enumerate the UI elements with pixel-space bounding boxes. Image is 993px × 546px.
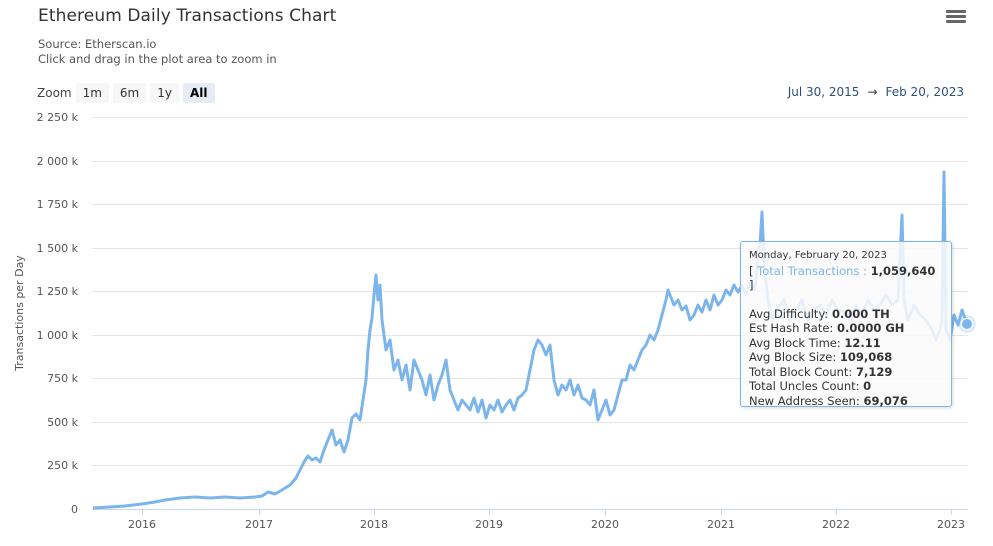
zoom-hint: Click and drag in the plot area to zoom … (38, 52, 277, 66)
tooltip-row-uncles: Total Uncles Count: 0 (749, 379, 872, 393)
range-to-input[interactable]: Feb 20, 2023 (885, 85, 965, 99)
y-axis-title: Transactions per Day (13, 255, 26, 372)
x-tick-label: 2021 (707, 518, 735, 531)
x-axis-labels: 2016 2017 2018 2019 2020 2021 2022 2023 (128, 518, 965, 531)
y-tick-label: 1 750 k (37, 198, 79, 211)
tooltip-row-blocktime: Avg Block Time: 12.11 (749, 335, 881, 350)
y-tick-label: 250 k (47, 459, 78, 472)
tooltip-series-value: 1,059,640 (870, 263, 936, 278)
y-tick-label: 1 000 k (37, 329, 79, 342)
tooltip-row-newaddress: New Address Seen: 69,076 (749, 393, 908, 408)
y-tick-label: 2 250 k (37, 111, 79, 124)
chart-title: Ethereum Daily Transactions Chart (38, 6, 337, 26)
x-tick-label: 2019 (475, 518, 503, 531)
highlighted-point-marker[interactable] (961, 318, 973, 330)
bracket-open: [ (749, 263, 758, 278)
zoom-1m-button[interactable]: 1m (75, 83, 109, 103)
range-arrow-icon: → (867, 85, 878, 99)
zoom-6m-button[interactable]: 6m (112, 83, 147, 103)
x-tick-label: 2017 (245, 518, 273, 531)
zoom-selector: Zoom 1m 6m 1y All (37, 83, 219, 103)
x-tick-label: 2016 (128, 518, 156, 531)
zoom-label: Zoom (37, 86, 72, 100)
x-tick-label: 2020 (591, 518, 619, 531)
tooltip-row-blocksize: Avg Block Size: 109,068 (749, 350, 893, 364)
tooltip-series-name: Total Transactions (757, 263, 860, 278)
tooltip-row-blockcount: Total Block Count: 7,129 (749, 364, 893, 379)
source-label: Source: Etherscan.io (38, 37, 157, 51)
y-tick-label: 2 000 k (37, 155, 79, 168)
tooltip-date: Monday, February 20, 2023 (749, 250, 887, 261)
x-tick-label: 2023 (937, 518, 965, 531)
tooltip-row-hashrate: Est Hash Rate: 0.0000 GH (749, 321, 905, 335)
data-tooltip: Monday, February 20, 2023 [ Total Transa… (740, 241, 952, 408)
zoom-all-button[interactable]: All (183, 83, 215, 103)
y-tick-label: 0 (71, 503, 78, 516)
range-from-input[interactable]: Jul 30, 2015 (787, 85, 860, 99)
date-range: Jul 30, 2015 → Feb 20, 2023 (788, 85, 964, 99)
zoom-1y-button[interactable]: 1y (150, 83, 179, 103)
y-tick-label: 500 k (47, 416, 78, 429)
tooltip-series-line: [ Total Transactions : 1,059,640 ] (749, 264, 943, 293)
hamburger-menu-icon[interactable] (946, 10, 966, 26)
x-tick-label: 2022 (822, 518, 850, 531)
bracket-close: ] (749, 278, 754, 292)
chart-subtitle: Source: Etherscan.io Click and drag in t… (38, 37, 277, 67)
x-tick-label: 2018 (360, 518, 388, 531)
y-tick-label: 1 500 k (37, 242, 79, 255)
x-axis-ticks (142, 509, 952, 515)
y-axis-labels: 2 250 k 2 000 k 1 750 k 1 500 k 1 250 k … (37, 111, 79, 516)
y-tick-label: 1 250 k (37, 285, 79, 298)
y-tick-label: 750 k (47, 372, 78, 385)
tooltip-sep: : (859, 263, 871, 278)
tooltip-row-difficulty: Avg Difficulty: 0.000 TH (749, 306, 890, 321)
